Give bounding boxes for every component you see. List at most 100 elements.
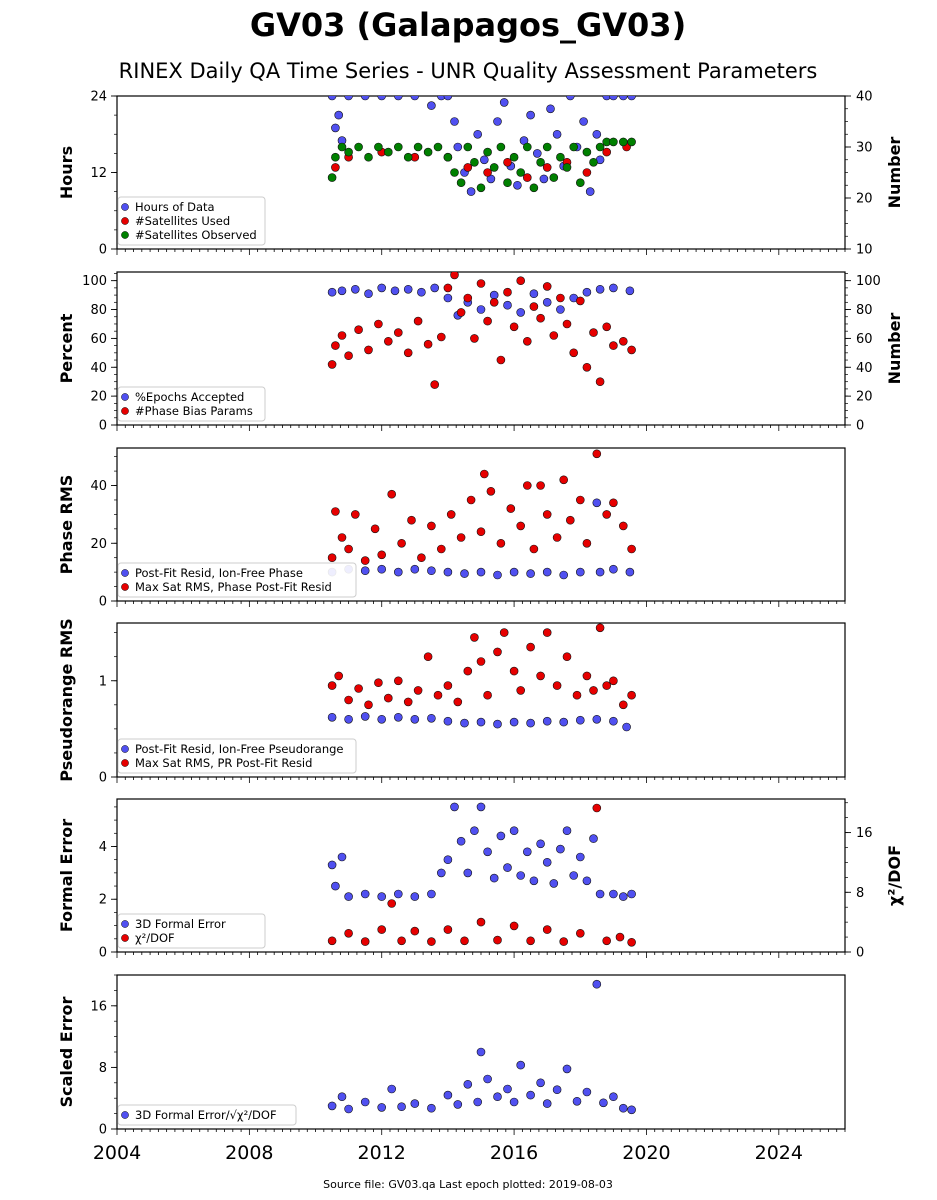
data-point-blue [417, 287, 426, 297]
legend-label: 3D Formal Error/√χ²/DOF [135, 1108, 277, 1122]
data-point-blue [595, 567, 605, 577]
data-point-blue [337, 1092, 347, 1101]
data-point-blue [410, 1099, 420, 1108]
data-point-red [344, 695, 353, 705]
data-point-red [344, 351, 353, 361]
data-point-blue [513, 181, 522, 190]
data-point-blue [393, 712, 403, 722]
data-point-blue [393, 567, 403, 577]
data-point-green [529, 183, 539, 193]
data-point-blue [331, 881, 340, 891]
data-point-red [542, 925, 552, 934]
data-point-red [331, 507, 340, 516]
data-point-red [377, 550, 387, 560]
data-point-blue [360, 1097, 370, 1107]
data-point-red [516, 521, 526, 531]
y-axis-label: Scaled Error [57, 997, 76, 1108]
legend-box [117, 386, 266, 422]
data-point-red [446, 510, 456, 519]
data-point-green [496, 142, 506, 152]
data-point-blue [377, 1103, 387, 1112]
data-point-blue [410, 892, 420, 901]
data-point-red [456, 308, 466, 317]
y-tick-label: 0 [99, 243, 107, 258]
data-point-red [364, 345, 373, 355]
y-tick-label: 100 [82, 274, 107, 289]
data-point-blue [377, 892, 387, 901]
data-point-red [486, 486, 496, 496]
data-point-red [592, 803, 602, 813]
panel-4: 0 1 Pseudorange RMS Post-Fit Resid, Ion-Fre… [57, 618, 846, 786]
data-point-red [374, 678, 383, 688]
data-point-red [493, 647, 502, 657]
x-tick-label: 2024 [755, 1142, 803, 1164]
data-point-blue [559, 717, 569, 727]
data-point-blue [589, 834, 598, 843]
data-point-blue [627, 889, 636, 899]
data-point-blue [522, 847, 532, 857]
y2-tick-label: 30 [856, 141, 873, 156]
data-point-blue [344, 714, 353, 724]
data-point-red [522, 173, 532, 182]
data-point-blue [493, 570, 502, 580]
points-layer [327, 979, 636, 1115]
data-point-red [496, 538, 506, 548]
data-point-red [522, 336, 532, 346]
data-point-red [503, 158, 512, 167]
data-point-red [506, 504, 516, 513]
data-point-red [609, 341, 618, 350]
data-point-blue [327, 1101, 337, 1111]
data-point-blue [575, 715, 585, 725]
data-point-blue [618, 892, 628, 901]
data-point-red [407, 515, 416, 525]
legend-label: Max Sat RMS, PR Post-Fit Resid [135, 756, 312, 770]
data-point-red [526, 642, 535, 652]
data-point-blue [599, 1098, 608, 1108]
data-point-red [542, 510, 552, 519]
data-point-green [374, 142, 383, 152]
legend-label: %Epochs Accepted [135, 390, 244, 404]
data-point-red [453, 697, 463, 707]
data-point-green [393, 142, 403, 152]
data-point-blue [460, 569, 469, 578]
data-point-red [565, 515, 575, 525]
data-point-red [509, 322, 519, 332]
legend: %Epochs Accepted#Phase Bias Params [117, 386, 266, 422]
data-point-red [443, 681, 453, 690]
data-point-blue [499, 98, 509, 107]
data-point-blue [526, 1090, 535, 1100]
legend-label: #Satellites Observed [135, 228, 257, 242]
y-tick-label: 12 [90, 166, 107, 181]
legend-marker [121, 583, 129, 591]
data-point-red [364, 700, 373, 710]
data-point-blue [327, 96, 337, 101]
data-point-red [413, 686, 423, 695]
data-point-blue [427, 101, 436, 110]
y2-tick-label: 16 [856, 826, 873, 841]
points-layer [327, 272, 636, 389]
data-point-blue [437, 96, 446, 101]
data-point-red [427, 521, 436, 531]
data-point-blue [443, 716, 453, 726]
data-point-red [427, 937, 436, 946]
data-point-red [463, 163, 473, 172]
data-point-red [337, 331, 347, 340]
y2-tick-label: 20 [856, 390, 873, 405]
legend-label: #Phase Bias Params [135, 404, 253, 418]
data-point-red [354, 325, 363, 335]
panel-6: 2004 2008 2012 2016 2020 2024 0 8 16 Scaled Error… [57, 974, 846, 1164]
data-point-blue [536, 1078, 545, 1088]
data-point-blue [559, 570, 569, 580]
data-point-red [595, 623, 605, 633]
data-point-red [430, 380, 440, 389]
data-point-blue [427, 1103, 436, 1113]
legend-label: Post-Fit Resid, Ion-Free Pseudorange [135, 742, 343, 756]
data-point-red [443, 925, 453, 934]
data-point-blue [427, 889, 436, 899]
data-point-blue [327, 860, 337, 870]
data-point-blue [427, 713, 436, 723]
data-point-blue [542, 297, 552, 307]
data-point-red [360, 937, 370, 946]
